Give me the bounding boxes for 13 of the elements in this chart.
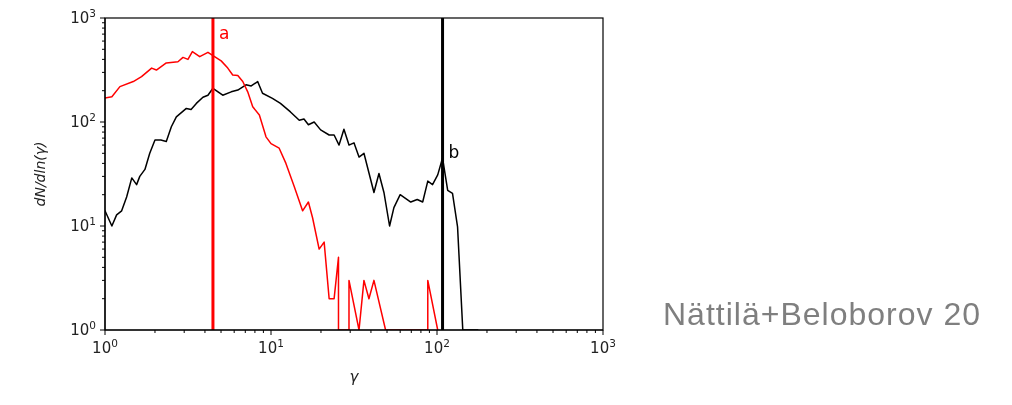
y-tick-label: 10$^{0}$ [70,319,96,339]
text: Nättilä+Beloborov 20 [663,295,981,333]
y-tick-label: 10$^{3}$ [70,7,96,27]
y-tick-label: 10$^{1}$ [70,215,96,235]
x-tick-label: 10$^{3}$ [590,337,616,357]
x-tick-label: 10$^{1}$ [258,337,284,357]
x-axis-title: γ [349,368,360,386]
ref-line-label: a [218,22,230,43]
x-tick-label: 10$^{0}$ [92,337,118,357]
y-axis-title: dN/dln(γ) [32,141,48,207]
y-tick-label: 10$^{2}$ [70,111,96,131]
x-tick-label: 10$^{2}$ [424,337,450,357]
ref-line-label: b [448,142,460,163]
